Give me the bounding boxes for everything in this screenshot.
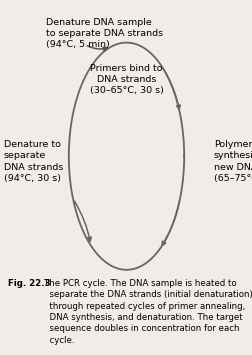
Text: Polymerase
synthesizes
new DNA strands
(65–75°C, 2–5 min): Polymerase synthesizes new DNA strands (…	[213, 140, 252, 183]
Text: Primers bind to
DNA strands
(30–65°C, 30 s): Primers bind to DNA strands (30–65°C, 30…	[89, 64, 163, 95]
Text: The PCR cycle. The DNA sample is heated to
  separate the DNA strands (initial d: The PCR cycle. The DNA sample is heated …	[44, 279, 252, 345]
Text: Denature to
separate
DNA strands
(94°C, 30 s): Denature to separate DNA strands (94°C, …	[4, 140, 63, 183]
Text: Denature DNA sample
to separate DNA strands
(94°C, 5 min): Denature DNA sample to separate DNA stra…	[45, 18, 162, 49]
Text: Fig. 22.3: Fig. 22.3	[8, 279, 50, 288]
